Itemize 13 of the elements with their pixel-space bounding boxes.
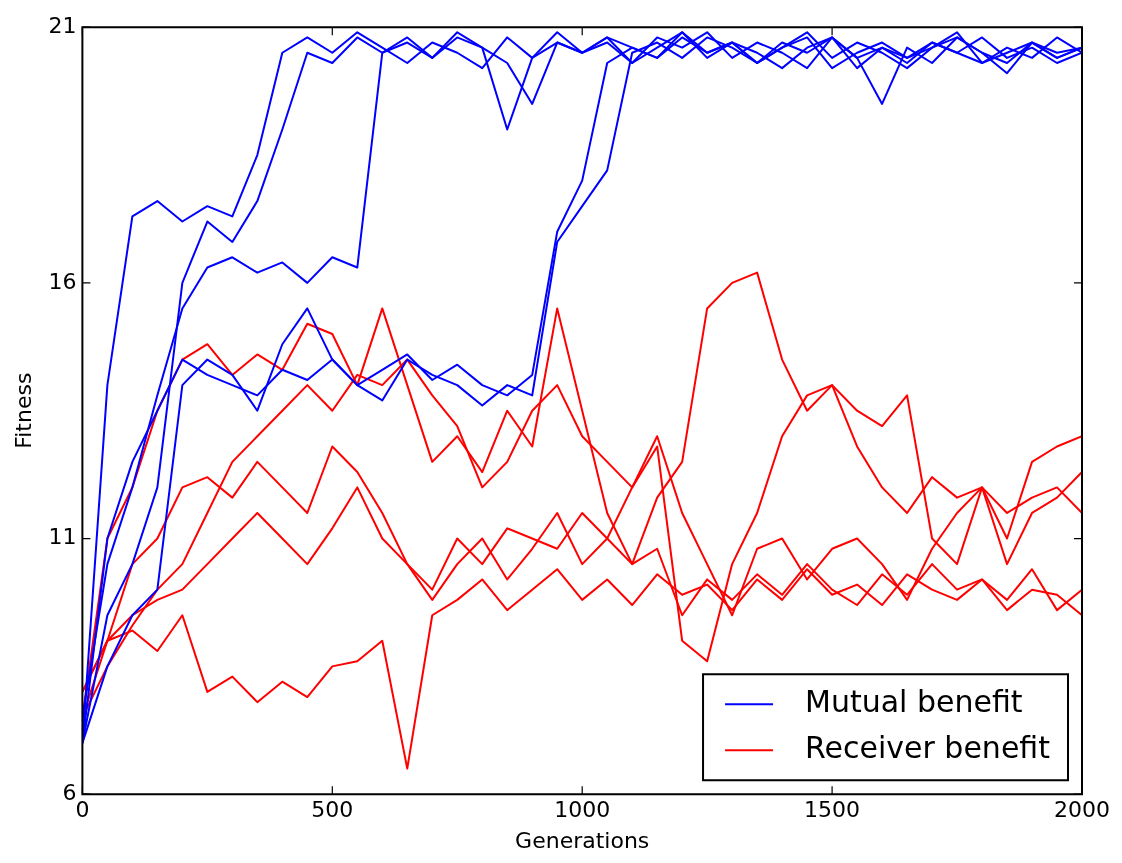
x-tick-label: 1000 (554, 797, 611, 823)
x-tick-label: 1500 (804, 797, 861, 823)
legend-label: Receiver benefit (805, 730, 1051, 765)
x-tick-label: 0 (75, 797, 90, 823)
legend-label: Mutual benefit (805, 684, 1023, 719)
x-tick-label: 2000 (1054, 797, 1110, 823)
y-tick-label: 21 (48, 12, 77, 38)
y-tick-label: 6 (62, 779, 77, 805)
y-axis-title: Fitness (10, 372, 36, 449)
x-tick-label: 500 (311, 797, 354, 823)
y-tick-label: 11 (48, 524, 77, 550)
x-axis-title: Generations (515, 827, 650, 853)
y-tick-label: 16 (48, 268, 77, 294)
